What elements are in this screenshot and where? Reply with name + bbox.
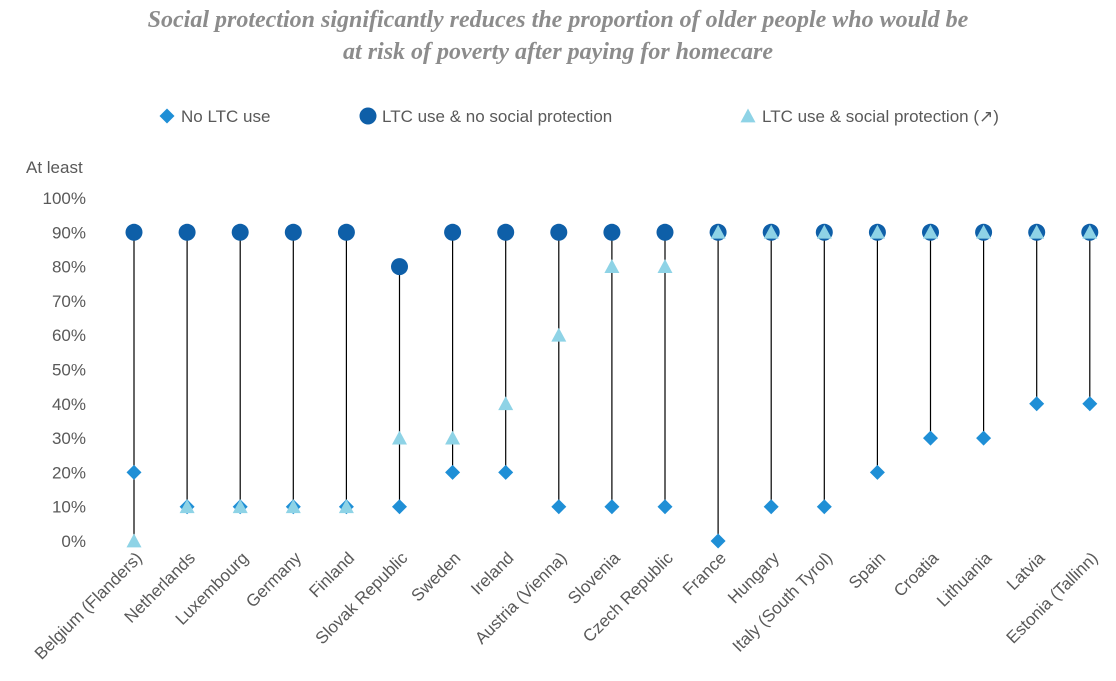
y-axis-header: At least bbox=[26, 158, 83, 177]
chart-title-line-2: at risk of poverty after paying for home… bbox=[343, 39, 773, 65]
point-ltc-use-social-protection-italy-south-tyrol bbox=[816, 224, 832, 239]
point-ltc-use-social-protection-france bbox=[710, 224, 726, 239]
point-ltc-use-social-protection-ireland bbox=[498, 396, 514, 411]
x-axis: Belgium (Flanders)NetherlandsLuxembourgG… bbox=[31, 548, 1102, 663]
x-tick-label-estonia-tallinn: Estonia (Tallinn) bbox=[1003, 548, 1102, 647]
legend-marker-ltc-use-no-social-protection bbox=[359, 107, 377, 125]
point-no-ltc-use-belgium-flanders bbox=[126, 464, 142, 480]
point-ltc-use-social-protection-germany bbox=[285, 499, 301, 514]
legend-label-ltc-use-social-protection: LTC use & social protection (↗) bbox=[762, 107, 999, 126]
x-tick-label-ireland: Ireland bbox=[467, 548, 517, 598]
x-tick-label-italy-south-tyrol: Italy (South Tyrol) bbox=[729, 548, 836, 655]
point-ltc-use-social-protection-belgium-flanders bbox=[126, 533, 142, 548]
legend: No LTC use LTC use & no social protection… bbox=[159, 107, 999, 126]
x-tick-label-germany: Germany bbox=[242, 548, 305, 611]
point-ltc-use-social-protection-luxembourg bbox=[232, 499, 248, 514]
y-tick-label: 60% bbox=[52, 326, 86, 345]
point-no-ltc-use-hungary bbox=[763, 499, 779, 515]
point-ltc-use-no-social-protection-finland bbox=[337, 223, 355, 241]
point-no-ltc-use-czech-republic bbox=[657, 499, 673, 515]
point-no-ltc-use-austria-vienna bbox=[551, 499, 567, 515]
y-tick-label: 70% bbox=[52, 292, 86, 311]
y-tick-label: 50% bbox=[52, 361, 86, 380]
y-tick-label: 20% bbox=[52, 463, 86, 482]
legend-label-ltc-use-no-social-protection: LTC use & no social protection bbox=[382, 107, 612, 126]
point-ltc-use-no-social-protection-germany bbox=[284, 223, 302, 241]
y-tick-label: 0% bbox=[61, 532, 86, 551]
x-tick-label-spain: Spain bbox=[845, 548, 889, 592]
point-ltc-use-no-social-protection-netherlands bbox=[178, 223, 196, 241]
point-ltc-use-social-protection-slovak-republic bbox=[392, 430, 407, 445]
point-ltc-use-social-protection-slovenia bbox=[604, 259, 620, 273]
point-no-ltc-use-slovak-republic bbox=[392, 499, 407, 515]
x-tick-label-czech-republic: Czech Republic bbox=[579, 548, 677, 646]
point-ltc-use-social-protection-netherlands bbox=[179, 499, 195, 514]
point-no-ltc-use-slovenia bbox=[604, 499, 620, 515]
y-axis-ticks: 0% 10% 20% 30% 40% 50% 60% 70% 80% 90% 100% bbox=[43, 189, 86, 551]
point-ltc-use-no-social-protection-slovak-republic bbox=[391, 258, 408, 276]
y-tick-label: 100% bbox=[43, 189, 86, 208]
x-tick-label-lithuania: Lithuania bbox=[933, 548, 996, 611]
point-ltc-use-no-social-protection-belgium-flanders bbox=[125, 223, 143, 241]
point-ltc-use-social-protection-spain bbox=[869, 224, 885, 239]
legend-marker-no-ltc-use bbox=[159, 108, 175, 124]
point-no-ltc-use-croatia bbox=[923, 430, 938, 446]
point-ltc-use-social-protection-latvia bbox=[1029, 224, 1045, 239]
point-no-ltc-use-ireland bbox=[498, 464, 514, 480]
point-no-ltc-use-latvia bbox=[1029, 396, 1045, 412]
point-ltc-use-social-protection-finland bbox=[338, 499, 354, 514]
chart-title-line-1: Social protection significantly reduces … bbox=[147, 7, 969, 33]
point-ltc-use-social-protection-sweden bbox=[445, 430, 461, 445]
range-lines bbox=[133, 232, 1091, 541]
legend-label-no-ltc-use: No LTC use bbox=[181, 107, 270, 126]
y-tick-label: 40% bbox=[52, 395, 86, 414]
x-tick-label-france: France bbox=[679, 548, 730, 599]
y-tick-label: 90% bbox=[52, 223, 86, 242]
point-no-ltc-use-france bbox=[710, 533, 726, 549]
point-no-ltc-use-spain bbox=[869, 464, 885, 480]
point-ltc-use-social-protection-croatia bbox=[923, 224, 938, 239]
point-ltc-use-no-social-protection-sweden bbox=[444, 223, 462, 241]
point-ltc-use-no-social-protection-austria-vienna bbox=[550, 223, 568, 241]
y-tick-label: 10% bbox=[52, 498, 86, 517]
x-tick-label-sweden: Sweden bbox=[408, 548, 465, 605]
point-no-ltc-use-lithuania bbox=[976, 430, 992, 446]
point-ltc-use-social-protection-hungary bbox=[763, 224, 779, 239]
point-ltc-use-no-social-protection-ireland bbox=[497, 223, 515, 241]
point-no-ltc-use-italy-south-tyrol bbox=[816, 499, 832, 515]
point-ltc-use-no-social-protection-czech-republic bbox=[656, 223, 674, 241]
x-tick-label-latvia: Latvia bbox=[1003, 548, 1049, 594]
y-tick-label: 30% bbox=[52, 429, 86, 448]
point-ltc-use-social-protection-lithuania bbox=[976, 224, 992, 239]
point-ltc-use-social-protection-austria-vienna bbox=[551, 327, 567, 342]
y-tick-label: 80% bbox=[52, 258, 86, 277]
legend-marker-ltc-use-social-protection bbox=[740, 108, 756, 123]
point-ltc-use-social-protection-czech-republic bbox=[657, 259, 673, 273]
point-ltc-use-no-social-protection-luxembourg bbox=[231, 223, 249, 241]
point-no-ltc-use-sweden bbox=[445, 464, 461, 480]
x-tick-label-finland: Finland bbox=[305, 548, 358, 601]
x-tick-label-austria-vienna: Austria (Vienna) bbox=[471, 548, 570, 647]
point-ltc-use-social-protection-estonia-tallinn bbox=[1082, 224, 1098, 239]
data-markers bbox=[125, 223, 1099, 549]
x-tick-label-slovak-republic: Slovak Republic bbox=[312, 548, 412, 648]
chart-title: Social protection significantly reduces … bbox=[0, 4, 1116, 68]
x-tick-label-croatia: Croatia bbox=[890, 548, 943, 601]
point-no-ltc-use-estonia-tallinn bbox=[1082, 396, 1098, 412]
point-ltc-use-no-social-protection-slovenia bbox=[603, 223, 621, 241]
